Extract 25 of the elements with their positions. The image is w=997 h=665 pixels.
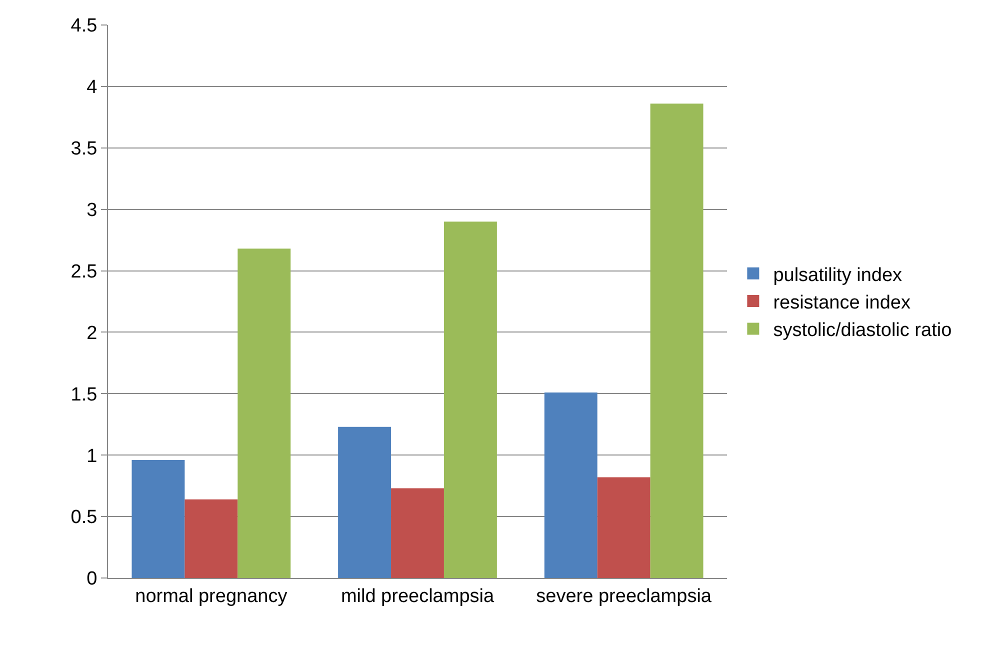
bar xyxy=(391,488,444,578)
y-tick-label: 0 xyxy=(86,568,98,590)
y-tick-label: 3 xyxy=(86,200,98,221)
bar xyxy=(544,392,598,578)
y-tick-label: 4.5 xyxy=(70,16,98,37)
bar xyxy=(597,477,650,578)
bar xyxy=(238,248,291,578)
y-tick-label: 2.5 xyxy=(70,261,98,282)
bar xyxy=(444,222,497,578)
legend-label: systolic/diastolic ratio xyxy=(773,320,952,342)
x-tick-label: normal pregnancy xyxy=(135,586,288,607)
y-tick-label: 1.5 xyxy=(70,384,98,406)
y-tick-label: 1 xyxy=(86,446,98,467)
x-tick-label: severe preeclampsia xyxy=(536,586,712,607)
bar xyxy=(184,499,238,578)
y-tick-label: 0.5 xyxy=(70,507,98,528)
legend-label: resistance index xyxy=(773,292,911,314)
bar xyxy=(338,426,392,578)
x-tick-label: mild preeclampsia xyxy=(340,586,494,607)
legend-label: pulsatility index xyxy=(773,264,903,286)
y-tick-label: 4 xyxy=(86,77,98,98)
bar xyxy=(132,460,185,578)
bar xyxy=(650,104,704,578)
y-tick-label: 3.5 xyxy=(70,138,98,160)
y-tick-label: 2 xyxy=(86,322,98,344)
